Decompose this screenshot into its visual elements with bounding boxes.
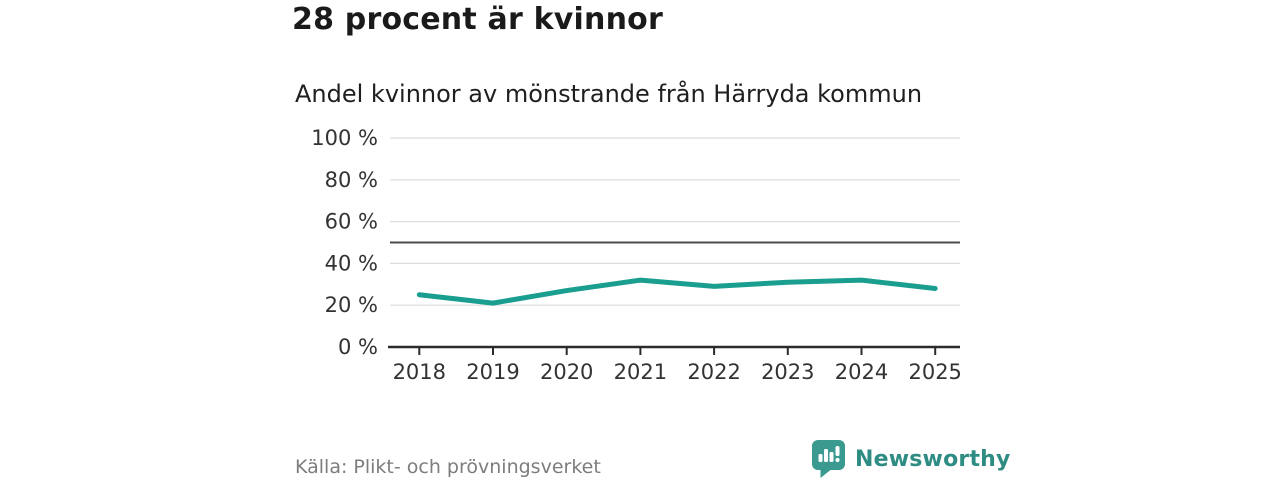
bar-chart-bar-3 xyxy=(829,452,834,462)
x-tick-label: 2025 xyxy=(908,360,961,384)
y-tick-label: 40 % xyxy=(325,251,378,275)
source-note: Källa: Plikt- och prövningsverket xyxy=(295,456,601,478)
x-tick-label: 2020 xyxy=(540,360,593,384)
y-tick-label: 60 % xyxy=(325,210,378,234)
bar-chart-bar-2 xyxy=(824,449,828,462)
chart-subtitle: Andel kvinnor av mönstrande från Härryda… xyxy=(295,80,923,108)
x-tick-label: 2023 xyxy=(761,360,814,384)
x-tick-label: 2018 xyxy=(393,360,446,384)
x-tick-label: 2021 xyxy=(614,360,667,384)
x-tick-label: 2019 xyxy=(466,360,519,384)
x-tick-label: 2022 xyxy=(687,360,740,384)
newsworthy-logo: Newsworthy xyxy=(812,440,1011,478)
bar-chart-bar-1 xyxy=(818,454,823,462)
y-tick-label: 80 % xyxy=(325,168,378,192)
chart-title: 28 procent är kvinnor xyxy=(292,2,663,37)
newsworthy-logo-text: Newsworthy xyxy=(855,446,1011,472)
exclamation-dot xyxy=(835,457,840,463)
newsworthy-logo-icon xyxy=(812,440,845,478)
speech-bubble-shape xyxy=(812,440,845,478)
x-tick-label: 2024 xyxy=(835,360,888,384)
y-tick-label: 0 % xyxy=(338,335,378,359)
y-tick-label: 20 % xyxy=(325,293,378,317)
data-line xyxy=(416,277,938,306)
y-tick-label: 100 % xyxy=(311,126,378,150)
exclamation-line xyxy=(835,446,840,456)
